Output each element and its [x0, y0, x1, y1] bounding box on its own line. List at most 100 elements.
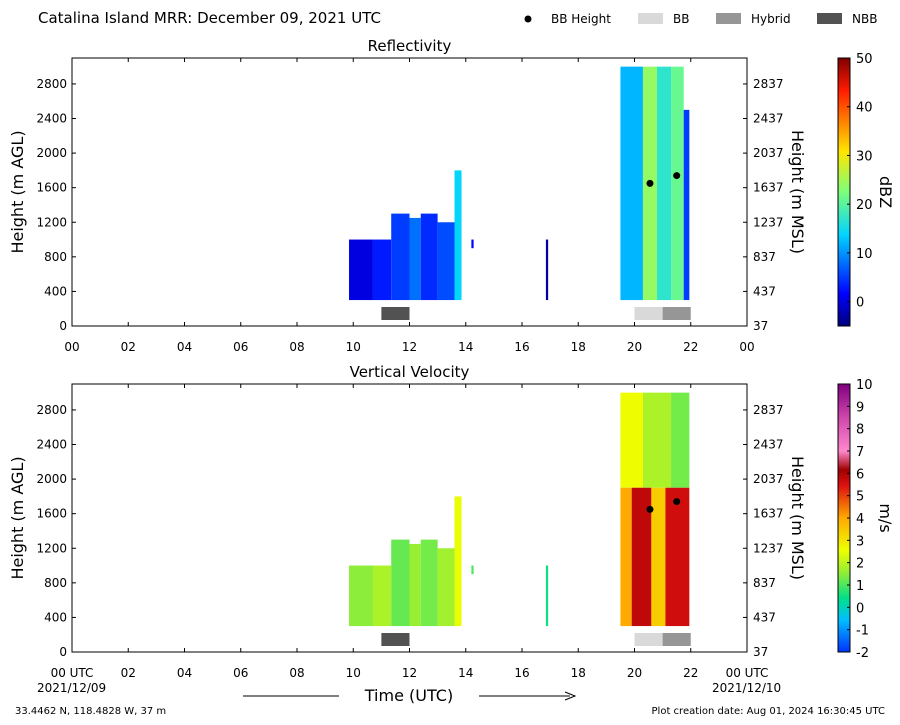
reflectivity-x-tick-label: 06: [233, 340, 248, 354]
velocity-y-tick-label-right: 1637: [753, 507, 784, 521]
velocity-echo-cell: [631, 487, 652, 627]
reflectivity-x-tick-label: 08: [289, 340, 304, 354]
velocity-echo-cell: [651, 487, 666, 627]
velocity-echo-cell: [642, 392, 672, 488]
velocity-y-tick-label-right: 2837: [753, 403, 784, 417]
velocity-echo-cell: [620, 392, 643, 488]
reflectivity-echo-cell: [420, 213, 438, 301]
velocity-y-tick-label: 0: [59, 645, 67, 659]
reflectivity-x-tick-label: 14: [458, 340, 473, 354]
velocity-x-tick-label: 06: [233, 666, 248, 680]
reflectivity-colorbar-tick-label: 10: [856, 247, 873, 262]
velocity-colorbar-tick-label: 3: [856, 534, 864, 549]
velocity-x-tick-label: 14: [458, 666, 473, 680]
reflectivity-echo-cell: [349, 239, 373, 301]
reflectivity-x-tick-label: 22: [683, 340, 698, 354]
velocity-colorbar-tick-label: 8: [856, 423, 864, 438]
velocity-colorbar-tick-label: 2: [856, 557, 864, 572]
reflectivity-x-tick-label: 20: [627, 340, 642, 354]
velocity-y-tick-label-right: 1237: [753, 541, 784, 555]
velocity-echo-cell: [665, 487, 690, 627]
velocity-y-tick-label: 2400: [36, 438, 67, 452]
velocity-y-tick-label-right: 37: [753, 645, 768, 659]
velocity-y-tick-label-right: 437: [753, 610, 776, 624]
velocity-y-tick-label: 400: [44, 610, 67, 624]
reflectivity-y-tick-label: 0: [59, 319, 67, 333]
legend-nbb-patch: [817, 13, 842, 24]
velocity-x-tick-label: 18: [571, 666, 586, 680]
legend-nbb-label: NBB: [852, 12, 877, 26]
velocity-y-tick-label: 1200: [36, 541, 67, 555]
velocity-y-tick-label: 1600: [36, 507, 67, 521]
reflectivity-echo-cell: [391, 213, 410, 301]
velocity-colorbar-tick-label: 7: [856, 445, 864, 460]
reflectivity-x-tick-label: 18: [571, 340, 586, 354]
velocity-echo-cell: [349, 565, 373, 627]
velocity-echo-cell: [409, 543, 421, 627]
reflectivity-y-tick-label: 400: [44, 284, 67, 298]
reflectivity-bb-height-point: [673, 172, 681, 180]
reflectivity-colorbar-tick-label: 40: [856, 101, 873, 116]
velocity-echo-cell: [471, 565, 474, 575]
reflectivity-y-tick-label-right: 1637: [753, 181, 784, 195]
reflectivity-y-tick-label: 2000: [36, 146, 67, 160]
velocity-x-tick-label: 00 UTC: [726, 666, 769, 680]
reflectivity-echo-cell: [683, 109, 690, 301]
velocity-y-tick-label-right: 837: [753, 576, 776, 590]
reflectivity-y-tick-label-right: 2037: [753, 146, 784, 160]
reflectivity-x-tick-label: 16: [514, 340, 529, 354]
reflectivity-echo-cell: [437, 222, 455, 301]
legend-bb-label: BB: [673, 12, 689, 26]
velocity-colorbar-tick-label: 1: [856, 579, 864, 594]
velocity-echo-cell: [671, 392, 690, 488]
reflectivity-colorbar-label: dBZ: [876, 176, 895, 208]
reflectivity-bb-class-hybrid: [662, 307, 691, 320]
reflectivity-y-tick-label: 2400: [36, 112, 67, 126]
velocity-bb-height-point: [673, 498, 681, 506]
reflectivity-bb-height-point: [646, 179, 654, 187]
x-axis-label: Time (UTC): [364, 686, 453, 705]
velocity-colorbar-tick-label: -2: [856, 646, 869, 661]
reflectivity-x-tick-label: 00: [64, 340, 79, 354]
reflectivity-echo-cell: [657, 66, 672, 301]
reflectivity-y-tick-label-right: 437: [753, 284, 776, 298]
velocity-y-tick-label: 800: [44, 576, 67, 590]
reflectivity-colorbar-tick-label: 20: [856, 198, 873, 213]
figure-legend: BB Height BB Hybrid NBB: [524, 12, 877, 26]
reflectivity-echo-cell: [454, 170, 462, 301]
reflectivity-x-tick-label: 10: [346, 340, 361, 354]
velocity-echo-cell: [620, 487, 632, 627]
reflectivity-y-axis-label-right: Height (m MSL): [788, 130, 807, 254]
legend-bb-height-label: BB Height: [551, 12, 611, 26]
reflectivity-echo-cell: [671, 66, 684, 301]
reflectivity-bb-class-bb: [634, 307, 663, 320]
velocity-x-tick-label: 22: [683, 666, 698, 680]
figure-title: Catalina Island MRR: December 09, 2021 U…: [38, 9, 381, 27]
velocity-y-tick-label-right: 2037: [753, 472, 784, 486]
velocity-echo-cell: [420, 539, 438, 627]
reflectivity-colorbar-tick-label: 30: [856, 149, 873, 164]
start-date-label: 2021/12/09: [37, 681, 106, 695]
velocity-echo-cell: [437, 548, 455, 627]
plot-creation-date: Plot creation date: Aug 01, 2024 16:30:4…: [652, 706, 885, 717]
reflectivity-x-tick-label: 12: [402, 340, 417, 354]
reflectivity-y-tick-label-right: 2437: [753, 112, 784, 126]
velocity-colorbar-tick-label: -1: [856, 624, 869, 639]
velocity-y-axis-label: Height (m AGL): [8, 456, 27, 579]
velocity-echo-cell: [454, 496, 462, 627]
reflectivity-echo-cell: [372, 239, 392, 301]
reflectivity-echo-cell: [545, 239, 549, 301]
end-date-label: 2021/12/10: [712, 681, 781, 695]
velocity-colorbar-tick-label: 5: [856, 490, 864, 505]
velocity-x-tick-label: 20: [627, 666, 642, 680]
velocity-colorbar-label: m/s: [876, 503, 895, 532]
reflectivity-y-axis-label: Height (m AGL): [8, 130, 27, 253]
velocity-bb-class-bb: [634, 633, 663, 646]
reflectivity-y-tick-label-right: 37: [753, 319, 768, 333]
reflectivity-bb-class-nbb: [381, 307, 410, 320]
reflectivity-y-tick-label: 800: [44, 250, 67, 264]
reflectivity-x-tick-label: 00: [739, 340, 754, 354]
reflectivity-colorbar: [837, 57, 851, 327]
